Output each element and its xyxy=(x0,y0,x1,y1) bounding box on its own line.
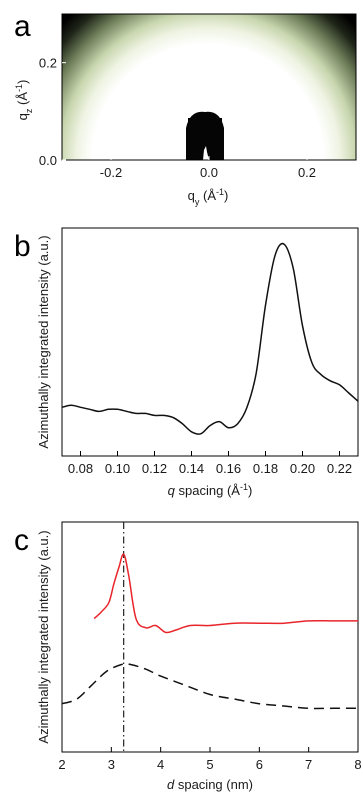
panel-c-plot: 2 3 4 5 6 7 8 xyxy=(58,522,362,772)
panel-a-label: a xyxy=(14,10,31,43)
x-tick-label: 0.14 xyxy=(179,461,204,476)
panel-a-ticks: -0.2 0.0 0.2 0.0 0.2 xyxy=(39,56,316,180)
x-tick-label: 6 xyxy=(256,757,263,772)
panel-b-ylabel: Azimuthally integrated intensity (a.u.) xyxy=(36,235,51,448)
panel-b-plot: 0.08 0.10 0.12 0.14 0.16 0.18 0.20 0.22 xyxy=(61,242,359,476)
panel-c-ylabel: Azimuthally integrated intensity (a.u.) xyxy=(36,530,51,743)
beamstop-core xyxy=(186,111,224,160)
y-tick-label: 0.0 xyxy=(39,153,57,168)
panel-c-xlabel: d spacing (nm) xyxy=(167,777,253,792)
scattering-map xyxy=(62,14,356,160)
x-tick-label: 0.22 xyxy=(327,461,352,476)
intensity-series xyxy=(61,242,359,435)
panel-c-label: c xyxy=(14,524,29,557)
x-tick-label: 2 xyxy=(58,757,65,772)
panel-c-frame xyxy=(61,521,359,753)
dashed-series xyxy=(61,663,358,710)
x-tick-label: 3 xyxy=(108,757,115,772)
panel-a-ylabel: qz (Å-1) xyxy=(14,80,34,121)
panel-b-frame xyxy=(61,227,359,457)
x-tick-label: -0.2 xyxy=(100,165,122,180)
x-tick-label: 0.08 xyxy=(68,461,93,476)
x-tick-label: 8 xyxy=(354,757,361,772)
x-tick-label: 7 xyxy=(305,757,312,772)
x-tick-label: 0.2 xyxy=(298,165,316,180)
x-tick-label: 5 xyxy=(206,757,213,772)
x-tick-label: 0.0 xyxy=(200,165,218,180)
panel-b-label: b xyxy=(14,230,31,263)
x-tick-label: 4 xyxy=(157,757,164,772)
panel-b-xlabel: q spacing (Å-1) xyxy=(168,482,253,498)
specular-spot xyxy=(203,146,209,160)
panel-a-xlabel: qy (Å-1) xyxy=(188,187,229,207)
x-tick-label: 0.12 xyxy=(142,461,167,476)
x-tick-label: 0.16 xyxy=(216,461,241,476)
x-tick-label: 0.20 xyxy=(290,461,315,476)
x-tick-label: 0.10 xyxy=(105,461,130,476)
red-series xyxy=(93,553,358,634)
y-tick-label: 0.2 xyxy=(39,56,57,71)
x-tick-label: 0.18 xyxy=(253,461,278,476)
